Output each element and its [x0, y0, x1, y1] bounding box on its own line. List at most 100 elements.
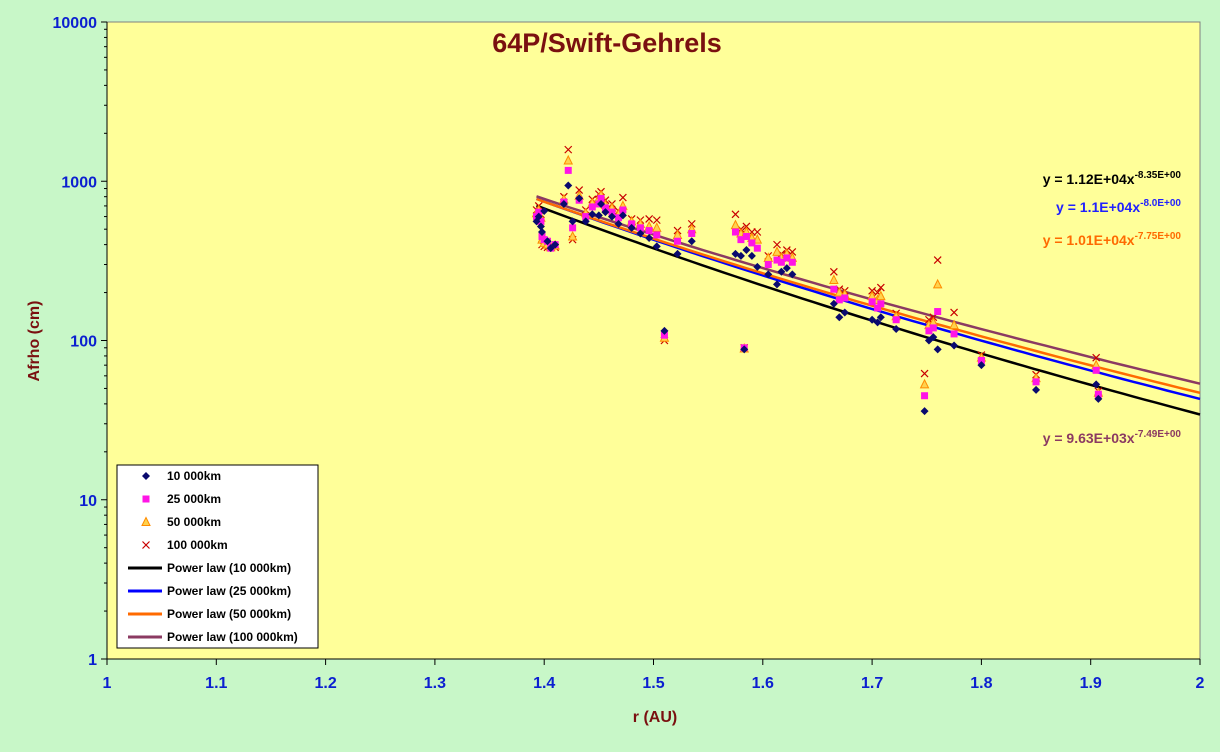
data-point — [829, 267, 838, 276]
x-axis-title: r (AU) — [633, 709, 677, 726]
data-point — [740, 345, 749, 354]
data-point — [829, 274, 839, 284]
data-point — [687, 237, 696, 246]
data-point — [608, 208, 616, 216]
data-point — [868, 298, 876, 306]
x-tick-label: 1.5 — [642, 675, 664, 692]
data-point — [753, 244, 761, 252]
data-point — [788, 258, 796, 266]
data-point — [920, 407, 929, 416]
x-tick-label: 2 — [1196, 675, 1205, 692]
data-point — [977, 361, 986, 370]
legend-symbol — [142, 472, 150, 480]
x-tick-label: 1.6 — [752, 675, 774, 692]
data-point — [830, 285, 838, 293]
data-point — [753, 228, 762, 236]
data-point — [674, 237, 682, 245]
data-point — [660, 326, 669, 335]
data-point — [645, 234, 654, 243]
data-point — [597, 199, 606, 208]
data-point — [783, 254, 791, 262]
data-point — [660, 331, 668, 339]
data-point — [564, 166, 572, 174]
legend-label: 100 000km — [167, 538, 228, 552]
data-point — [1032, 378, 1040, 386]
data-point — [567, 230, 578, 241]
data-point — [597, 194, 605, 202]
data-point — [559, 199, 568, 208]
legend-label: Power law (100 000km) — [167, 630, 298, 644]
data-point — [782, 264, 791, 273]
data-point — [601, 208, 610, 217]
data-point — [1092, 380, 1101, 389]
data-point — [950, 308, 958, 317]
trendline-equation: y = 9.63E+03x-7.49E+00 — [1043, 429, 1182, 446]
data-point — [636, 229, 645, 238]
data-point — [742, 232, 750, 240]
data-point — [929, 333, 938, 342]
data-point — [841, 294, 849, 302]
data-point — [652, 242, 661, 251]
data-point — [731, 249, 740, 258]
trendline — [536, 204, 1201, 416]
data-point — [569, 224, 577, 232]
data-point — [534, 212, 543, 221]
legend-label: 50 000km — [167, 515, 221, 529]
trendline-equation: y = 1.01E+04x-7.75E+00 — [1043, 231, 1182, 248]
legend-symbol — [142, 495, 150, 503]
data-point — [673, 249, 682, 258]
data-point — [934, 308, 942, 316]
data-point — [773, 240, 781, 249]
data-point — [535, 208, 543, 216]
data-point — [892, 325, 901, 334]
legend-label: Power law (10 000km) — [167, 561, 291, 575]
x-tick-label: 1.2 — [314, 675, 336, 692]
data-point — [645, 227, 653, 235]
y-axis-title: Afrho (cm) — [26, 301, 43, 382]
data-point — [607, 212, 616, 221]
data-point — [748, 239, 756, 247]
data-point — [933, 345, 942, 354]
y-tick-label: 1 — [88, 652, 97, 669]
data-point — [737, 236, 745, 244]
data-point — [835, 313, 844, 322]
y-tick-label: 100 — [70, 334, 97, 351]
data-point — [742, 246, 751, 255]
data-point — [582, 213, 590, 221]
data-point — [614, 219, 623, 228]
data-point — [536, 222, 545, 231]
data-point — [874, 304, 882, 312]
x-tick-label: 1.1 — [205, 675, 227, 692]
data-point — [688, 229, 696, 237]
trendline-equation: y = 1.1E+04x-8.0E+00 — [1056, 198, 1181, 215]
data-point — [876, 283, 885, 292]
data-point — [950, 330, 958, 338]
data-point — [615, 214, 623, 222]
x-tick-label: 1.8 — [970, 675, 992, 692]
data-point — [950, 341, 959, 350]
data-point — [1032, 385, 1041, 394]
trendline-equation: y = 1.12E+04x-8.35E+00 — [1043, 170, 1182, 187]
data-point — [868, 315, 877, 324]
data-point — [551, 240, 560, 249]
y-tick-label: 10000 — [53, 15, 98, 32]
data-point — [588, 203, 596, 211]
data-point — [764, 261, 772, 269]
data-point — [581, 217, 590, 226]
legend-symbol — [141, 516, 151, 526]
y-tick-label: 10 — [79, 493, 97, 510]
data-point — [1094, 394, 1103, 403]
data-point — [920, 369, 929, 378]
data-point — [543, 237, 552, 246]
data-point — [575, 186, 584, 195]
data-point — [619, 206, 627, 214]
data-point — [788, 247, 797, 256]
x-tick-label: 1.9 — [1080, 675, 1102, 692]
data-point — [747, 251, 756, 260]
data-point — [788, 270, 797, 279]
data-point — [977, 356, 985, 364]
data-point — [618, 193, 627, 202]
data-point — [777, 267, 786, 276]
data-point — [773, 280, 782, 289]
data-point — [538, 228, 547, 237]
